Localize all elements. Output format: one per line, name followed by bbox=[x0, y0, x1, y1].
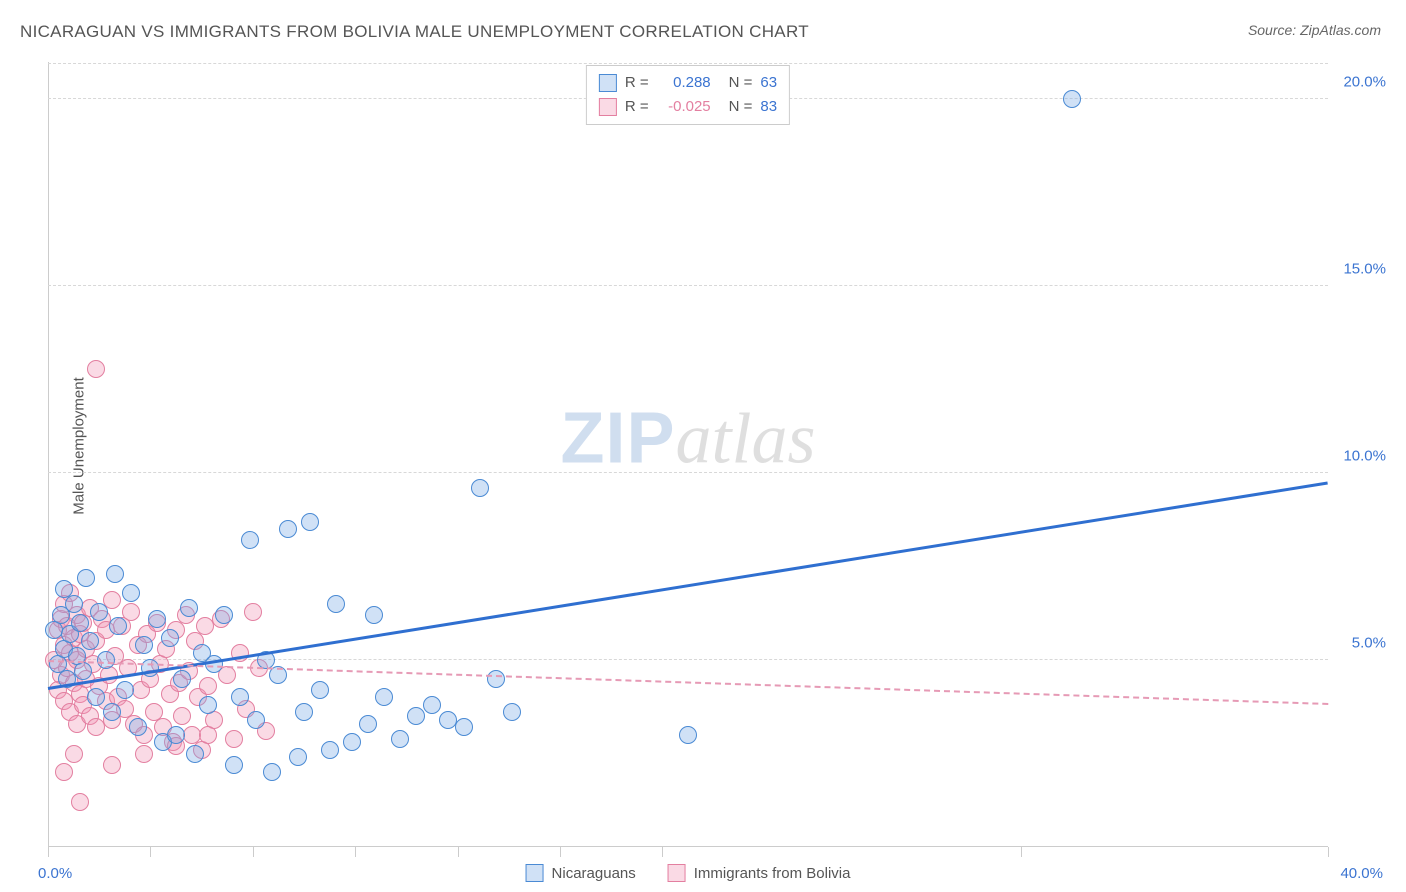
scatter-point bbox=[173, 707, 191, 725]
scatter-point bbox=[487, 670, 505, 688]
x-tick-end: 40.0% bbox=[1340, 865, 1383, 882]
scatter-point bbox=[81, 632, 99, 650]
scatter-point bbox=[87, 360, 105, 378]
scatter-point bbox=[423, 696, 441, 714]
scatter-point bbox=[247, 711, 265, 729]
legend-row-series2: R = -0.025 N = 83 bbox=[599, 95, 777, 119]
y-tick-label: 5.0% bbox=[1352, 635, 1386, 652]
series-legend: Nicaraguans Immigrants from Bolivia bbox=[526, 864, 851, 882]
x-tick bbox=[48, 847, 49, 857]
scatter-point bbox=[55, 763, 73, 781]
scatter-point bbox=[231, 688, 249, 706]
scatter-point bbox=[109, 617, 127, 635]
x-tick bbox=[1021, 847, 1022, 857]
scatter-point bbox=[365, 606, 383, 624]
scatter-point bbox=[311, 681, 329, 699]
scatter-point bbox=[471, 479, 489, 497]
scatter-point bbox=[327, 595, 345, 613]
scatter-point bbox=[77, 569, 95, 587]
scatter-point bbox=[343, 733, 361, 751]
scatter-point bbox=[301, 513, 319, 531]
scatter-point bbox=[263, 763, 281, 781]
scatter-point bbox=[241, 531, 259, 549]
scatter-point bbox=[199, 726, 217, 744]
scatter-point bbox=[321, 741, 339, 759]
y-tick-label: 20.0% bbox=[1343, 74, 1386, 91]
swatch-series2-b bbox=[668, 864, 686, 882]
scatter-point bbox=[122, 584, 140, 602]
x-tick-start: 0.0% bbox=[38, 865, 72, 882]
gridline-h bbox=[48, 472, 1328, 473]
scatter-point bbox=[103, 703, 121, 721]
x-axis bbox=[48, 846, 1328, 847]
scatter-point bbox=[375, 688, 393, 706]
scatter-point bbox=[503, 703, 521, 721]
x-tick bbox=[458, 847, 459, 857]
x-tick bbox=[662, 847, 663, 857]
scatter-point bbox=[122, 603, 140, 621]
scatter-point bbox=[106, 565, 124, 583]
scatter-point bbox=[679, 726, 697, 744]
x-tick bbox=[560, 847, 561, 857]
scatter-point bbox=[199, 696, 217, 714]
scatter-point bbox=[215, 606, 233, 624]
scatter-point bbox=[359, 715, 377, 733]
scatter-point bbox=[180, 599, 198, 617]
scatter-point bbox=[90, 603, 108, 621]
watermark: ZIPatlas bbox=[560, 397, 815, 480]
plot-area: ZIPatlas R = 0.288 N = 63 R = -0.025 N =… bbox=[48, 62, 1328, 847]
scatter-point bbox=[74, 662, 92, 680]
scatter-point bbox=[289, 748, 307, 766]
x-tick bbox=[355, 847, 356, 857]
scatter-point bbox=[295, 703, 313, 721]
gridline-h bbox=[48, 285, 1328, 286]
scatter-point bbox=[71, 614, 89, 632]
y-tick-label: 10.0% bbox=[1343, 448, 1386, 465]
scatter-point bbox=[407, 707, 425, 725]
gridline-h bbox=[48, 63, 1328, 64]
scatter-point bbox=[225, 730, 243, 748]
scatter-point bbox=[173, 670, 191, 688]
scatter-point bbox=[65, 745, 83, 763]
scatter-point bbox=[455, 718, 473, 736]
swatch-series1 bbox=[599, 74, 617, 92]
scatter-point bbox=[135, 636, 153, 654]
swatch-series2 bbox=[599, 98, 617, 116]
scatter-point bbox=[161, 629, 179, 647]
scatter-point bbox=[71, 793, 89, 811]
scatter-point bbox=[148, 610, 166, 628]
scatter-point bbox=[65, 595, 83, 613]
y-tick-label: 15.0% bbox=[1343, 261, 1386, 278]
x-tick bbox=[150, 847, 151, 857]
x-tick bbox=[253, 847, 254, 857]
scatter-point bbox=[391, 730, 409, 748]
scatter-point bbox=[199, 677, 217, 695]
scatter-point bbox=[167, 726, 185, 744]
swatch-series1-b bbox=[526, 864, 544, 882]
scatter-point bbox=[225, 756, 243, 774]
scatter-point bbox=[116, 681, 134, 699]
chart-title: NICARAGUAN VS IMMIGRANTS FROM BOLIVIA MA… bbox=[20, 22, 809, 42]
scatter-point bbox=[97, 651, 115, 669]
scatter-point bbox=[1063, 90, 1081, 108]
scatter-point bbox=[103, 756, 121, 774]
legend-item-series2: Immigrants from Bolivia bbox=[668, 864, 851, 882]
scatter-point bbox=[135, 745, 153, 763]
scatter-point bbox=[129, 718, 147, 736]
legend-item-series1: Nicaraguans bbox=[526, 864, 636, 882]
scatter-point bbox=[87, 688, 105, 706]
y-axis bbox=[48, 62, 49, 847]
scatter-point bbox=[186, 745, 204, 763]
legend-row-series1: R = 0.288 N = 63 bbox=[599, 71, 777, 95]
source-label: Source: ZipAtlas.com bbox=[1248, 22, 1381, 38]
x-tick bbox=[1328, 847, 1329, 857]
scatter-point bbox=[279, 520, 297, 538]
scatter-point bbox=[244, 603, 262, 621]
correlation-legend: R = 0.288 N = 63 R = -0.025 N = 83 bbox=[586, 65, 790, 125]
